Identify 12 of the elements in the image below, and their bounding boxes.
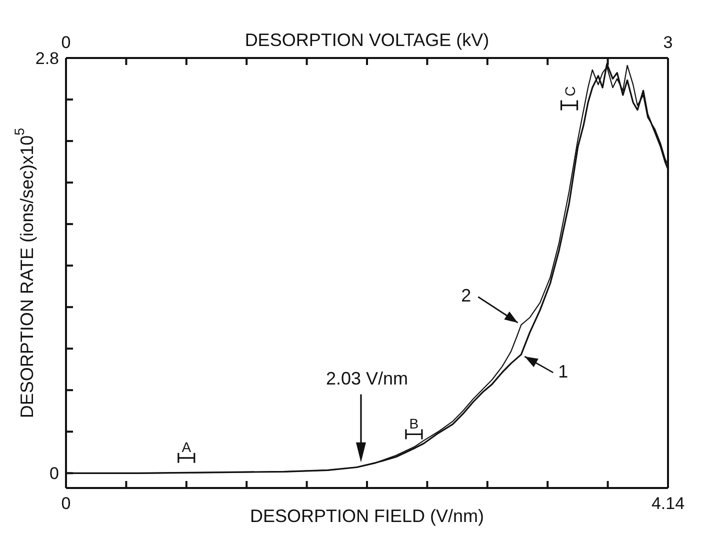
y-tick-label: 2.8 [35,49,59,68]
x2-tick-label: 0 [61,33,71,52]
annotation: C [562,86,578,96]
x-axis-title: DESORPTION FIELD (V/nm) [250,506,484,526]
x2-tick-label: 3 [663,33,673,52]
legend-label: 1 [558,361,568,382]
annotation: B [409,415,419,432]
annotation: 2.03 V/nm [326,368,408,388]
text: 2 [461,286,472,306]
x-tick-label: 4.14 [651,494,685,514]
x2-axis-title: DESORPTION VOLTAGE (kV) [244,30,490,50]
annotation: A [182,438,192,455]
